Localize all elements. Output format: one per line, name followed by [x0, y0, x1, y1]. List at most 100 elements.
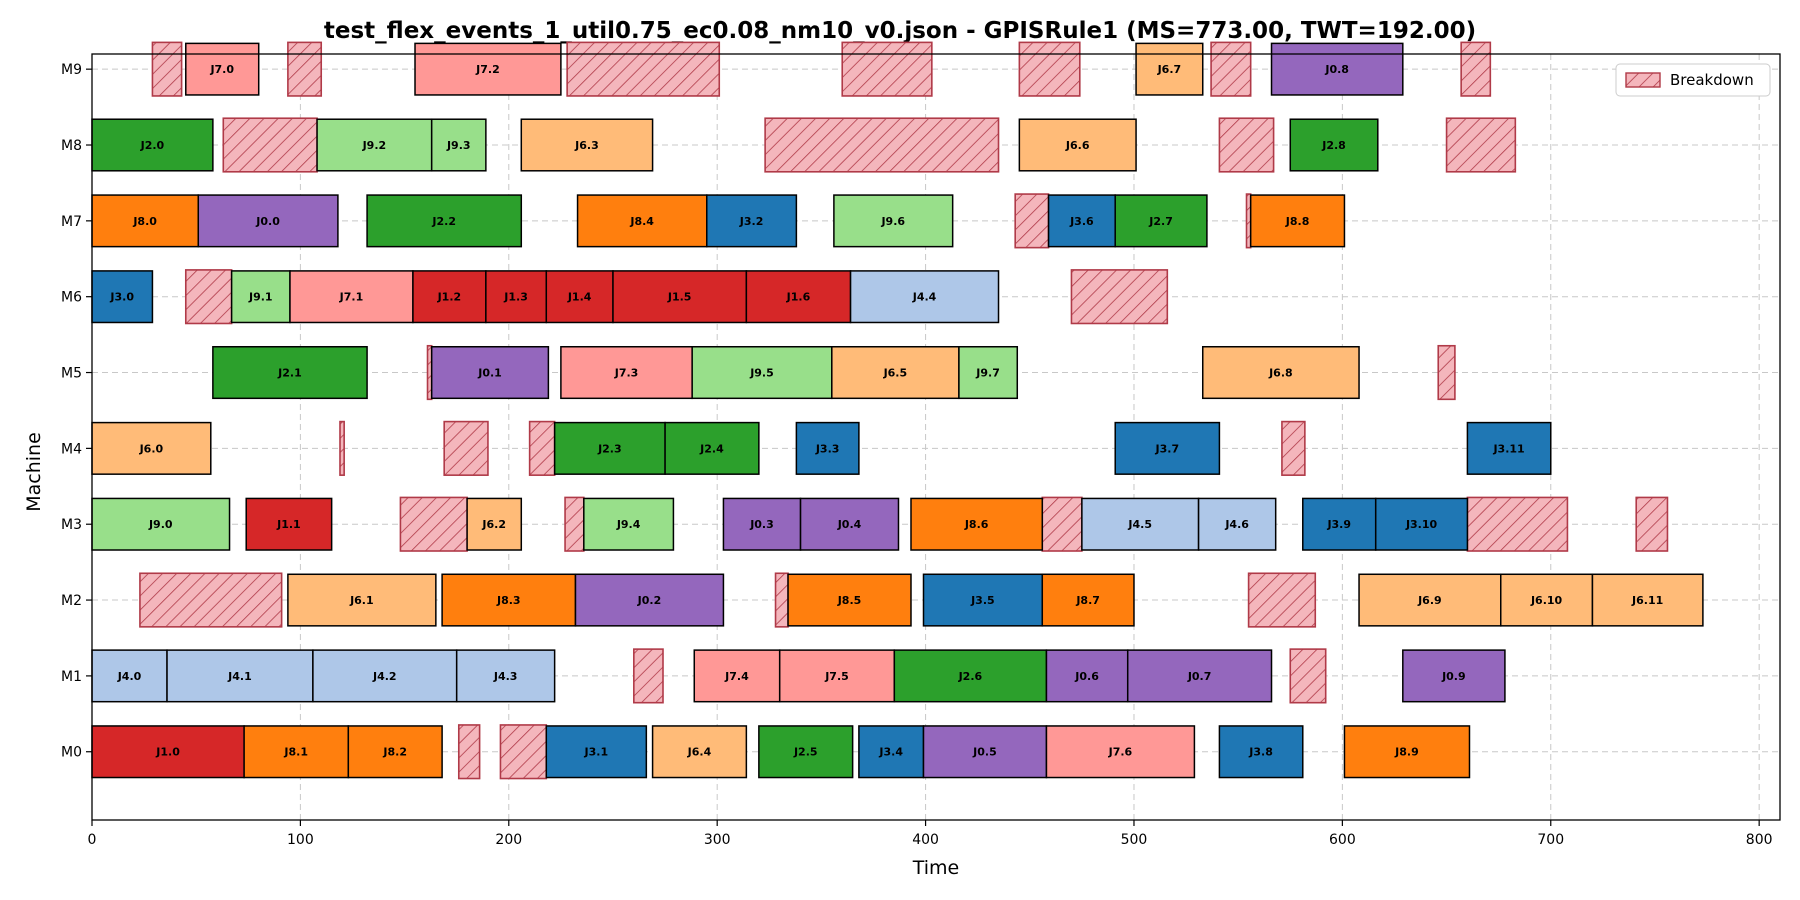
- operation-label: J6.8: [1268, 367, 1293, 380]
- operation-label: J9.3: [446, 139, 471, 152]
- operation-bar: [1218, 725, 1304, 779]
- operation-label: J9.0: [148, 518, 173, 531]
- operation-bar: [166, 649, 314, 703]
- operation-bar: [91, 118, 214, 172]
- breakdown-bar: [1014, 193, 1050, 249]
- operation-bar: [414, 42, 562, 96]
- y-tick-label: M8: [61, 138, 82, 154]
- operation-label: J3.2: [739, 215, 764, 228]
- breakdown-bar: [1635, 496, 1669, 552]
- operation-bar: [651, 725, 748, 779]
- operation-bar: [1018, 118, 1137, 172]
- operation-bar: [583, 497, 675, 551]
- breakdown-bar: [151, 41, 183, 97]
- operation-bar: [958, 345, 1019, 400]
- operation-label: J6.9: [1417, 594, 1442, 607]
- operation-bar: [485, 270, 548, 324]
- operation-bar: [893, 649, 1048, 703]
- operation-label: J2.6: [958, 670, 983, 683]
- breakdown-bar: [499, 724, 548, 780]
- operation-bar: [287, 573, 437, 627]
- operation-label: J8.8: [1285, 215, 1310, 228]
- operation-bar: [316, 118, 433, 172]
- operation-label: J2.5: [793, 746, 818, 759]
- operation-bar: [412, 270, 487, 324]
- breakdown-bar: [1466, 496, 1569, 552]
- operation-label: J2.4: [699, 442, 724, 455]
- operation-label: J7.6: [1108, 746, 1133, 759]
- breakdown-bar: [1247, 572, 1317, 628]
- operation-bar: [91, 270, 154, 324]
- breakdown-bar: [443, 420, 489, 476]
- operation-bar: [1343, 725, 1471, 779]
- operation-bar: [693, 649, 781, 703]
- x-tick-label: 400: [912, 832, 939, 848]
- operation-label: J3.6: [1069, 215, 1094, 228]
- operation-bar: [1045, 649, 1129, 703]
- operation-bar: [1302, 497, 1377, 551]
- operation-bar: [787, 573, 912, 627]
- operation-bar: [1270, 42, 1404, 96]
- operation-label: J7.4: [724, 670, 749, 683]
- breakdown-bar: [339, 420, 345, 476]
- operation-label: J4.1: [227, 670, 252, 683]
- x-tick-label: 700: [1537, 832, 1564, 848]
- breakdown-bar: [528, 420, 556, 476]
- legend-label-breakdown: Breakdown: [1670, 71, 1754, 89]
- operation-label: J9.6: [880, 215, 905, 228]
- operation-label: J0.6: [1074, 670, 1099, 683]
- operation-label: J6.11: [1631, 594, 1663, 607]
- operation-label: J6.0: [139, 442, 164, 455]
- y-tick-label: M1: [61, 669, 82, 685]
- breakdown-bar: [633, 648, 664, 704]
- operation-bar: [545, 270, 614, 324]
- breakdown-bar: [399, 496, 468, 552]
- y-tick-label: M4: [61, 441, 82, 457]
- operation-label: J8.2: [382, 746, 407, 759]
- operation-label: J7.5: [824, 670, 849, 683]
- operation-label: J2.3: [597, 442, 622, 455]
- operation-bar: [706, 194, 798, 248]
- breakdown-bar: [1041, 496, 1083, 552]
- operation-bar: [1126, 649, 1273, 703]
- operation-label: J1.5: [667, 291, 692, 304]
- breakdown-bar: [1218, 117, 1275, 173]
- operation-bar: [1500, 573, 1594, 627]
- operation-label: J6.2: [481, 518, 506, 531]
- breakdown-bar: [457, 724, 481, 780]
- operation-label: J8.9: [1394, 746, 1419, 759]
- operation-bar: [831, 345, 960, 400]
- operation-bar: [1114, 194, 1208, 248]
- operation-label: J4.3: [493, 670, 518, 683]
- legend-swatch-breakdown: [1625, 72, 1661, 88]
- operation-bar: [1358, 573, 1502, 627]
- operation-bar: [1135, 42, 1204, 96]
- operation-label: J8.3: [496, 594, 521, 607]
- operation-bar: [312, 649, 458, 703]
- operation-bar: [520, 118, 654, 172]
- operation-label: J1.2: [437, 291, 462, 304]
- operation-bar: [1466, 421, 1552, 475]
- operation-bar: [922, 573, 1044, 627]
- x-tick-label: 100: [287, 832, 314, 848]
- operation-label: J6.5: [883, 367, 908, 380]
- operation-label: J1.0: [155, 746, 180, 759]
- operation-bar: [1201, 345, 1360, 400]
- operation-label: J1.3: [503, 291, 528, 304]
- operation-label: J9.7: [975, 367, 1000, 380]
- breakdown-bar: [1289, 648, 1327, 704]
- operation-label: J7.2: [475, 63, 500, 76]
- breakdown-bar: [1437, 344, 1456, 401]
- operation-label: J1.4: [567, 291, 592, 304]
- legend: Breakdown: [1615, 63, 1771, 97]
- operation-label: J3.10: [1405, 518, 1438, 531]
- operation-label: J6.3: [574, 139, 599, 152]
- x-tick-label: 800: [1746, 832, 1773, 848]
- operation-label: J0.5: [972, 746, 997, 759]
- y-axis-label: Machine: [23, 432, 45, 512]
- x-axis-label: Time: [912, 857, 960, 879]
- operation-label: J6.10: [1530, 594, 1563, 607]
- operation-bar: [910, 497, 1044, 551]
- breakdown-bar: [774, 572, 789, 628]
- operation-bar: [91, 725, 245, 779]
